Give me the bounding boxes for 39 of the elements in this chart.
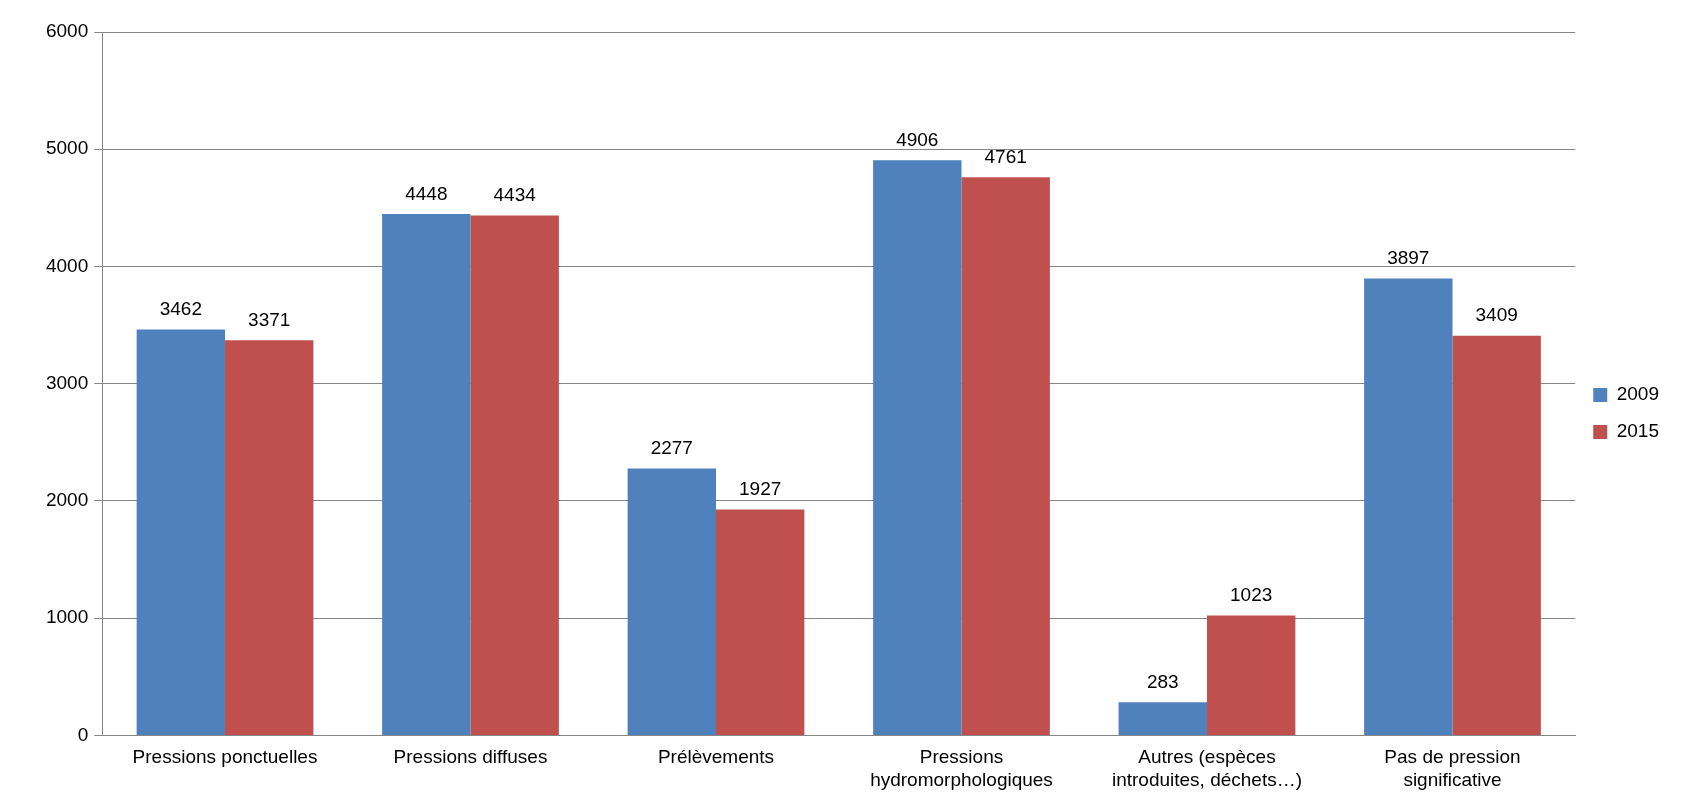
bar xyxy=(1364,278,1453,735)
data-label: 1927 xyxy=(739,478,782,500)
data-label: 4906 xyxy=(896,128,939,150)
x-tick-label: Pressions ponctuelles xyxy=(132,746,318,768)
data-label: 283 xyxy=(1146,670,1179,692)
x-tick-label: Prélèvements xyxy=(657,746,775,768)
x-tick-label: Pressions hydromorphologiques xyxy=(870,746,1053,790)
bar xyxy=(961,177,1050,735)
y-tick-label: 4000 xyxy=(45,254,89,276)
y-tick-label: 2000 xyxy=(45,489,89,511)
data-label: 4761 xyxy=(984,145,1027,167)
bar xyxy=(1118,702,1207,735)
bar xyxy=(627,468,716,735)
y-tick-label: 5000 xyxy=(45,137,89,159)
bar xyxy=(136,329,226,735)
bar xyxy=(1452,335,1541,735)
bar xyxy=(873,160,962,735)
x-tick-label: Pressions diffuses xyxy=(393,746,548,768)
data-label: 3897 xyxy=(1387,247,1430,269)
data-label: 3371 xyxy=(248,308,291,330)
bar xyxy=(1206,615,1296,735)
x-tick-label: Autres (espèces introduites, déchets…) xyxy=(1111,746,1303,790)
data-label: 3409 xyxy=(1475,304,1518,326)
legend-label: 2015 xyxy=(1616,420,1660,442)
x-tick-label: Pas de pression significative xyxy=(1384,746,1521,790)
data-label: 2277 xyxy=(650,437,693,459)
data-label: 3462 xyxy=(159,298,202,320)
data-label: 1023 xyxy=(1230,584,1273,606)
data-label: 4448 xyxy=(405,182,448,204)
bar xyxy=(225,340,314,735)
data-label: 4434 xyxy=(493,184,537,206)
bar xyxy=(716,509,805,735)
y-tick-label: 0 xyxy=(77,723,89,745)
y-tick-label: 1000 xyxy=(45,606,89,628)
y-tick-label: 6000 xyxy=(45,20,89,42)
y-tick-label: 3000 xyxy=(45,371,89,393)
bar xyxy=(382,213,471,735)
bar xyxy=(470,215,559,735)
legend-label: 2009 xyxy=(1616,383,1660,405)
